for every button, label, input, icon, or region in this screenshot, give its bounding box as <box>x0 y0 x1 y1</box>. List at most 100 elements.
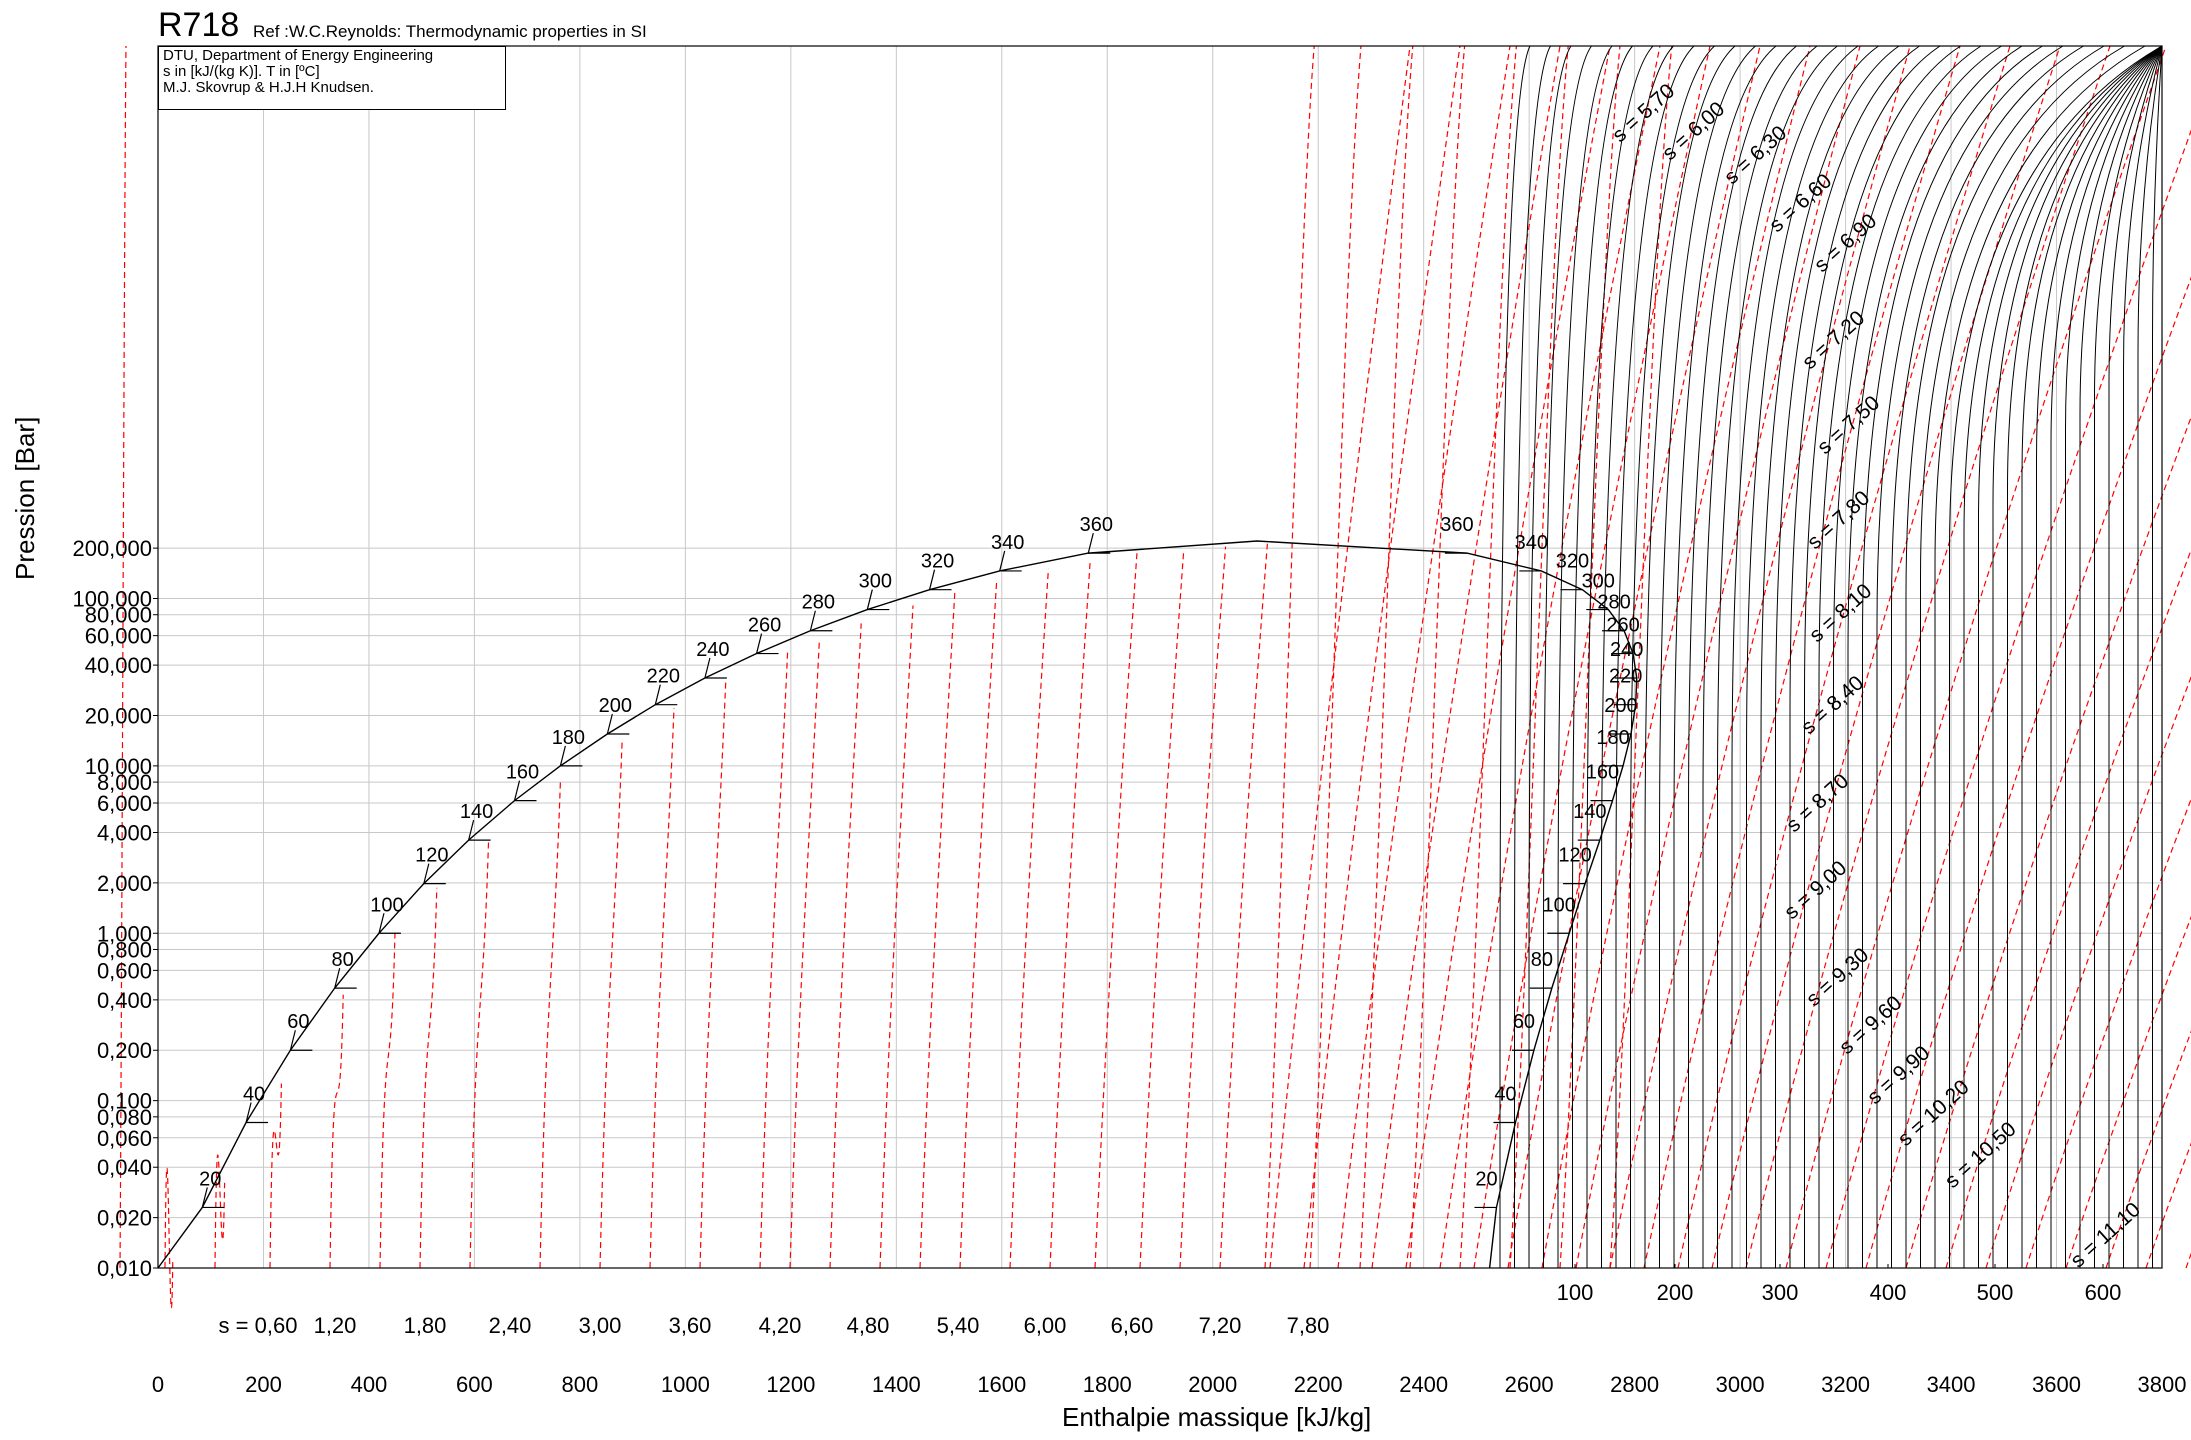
isotherm-line <box>1514 45 1551 1268</box>
temperature-label: 280 <box>1597 592 1630 614</box>
entropy-scale-label: 5,40 <box>937 1313 980 1338</box>
y-tick-label: 200,000 <box>72 536 152 561</box>
isotherm-line <box>1905 45 2105 1268</box>
isotherm-line <box>1702 45 1818 1268</box>
isentrope-label: s = 11,10 <box>2066 1198 2145 1272</box>
temperature-mark <box>606 713 613 735</box>
isotherm-line <box>1876 45 2064 1268</box>
x-tick-label: 3400 <box>1927 1372 1976 1397</box>
isentrope-line <box>1439 45 1661 1269</box>
isotherm-line <box>1499 45 1531 1268</box>
x-tick-label: 1000 <box>661 1372 710 1397</box>
isotherm-line <box>1920 45 2125 1268</box>
isentrope-label: s = 6,60 <box>1765 169 1836 236</box>
isotherm-line <box>2021 45 2163 1268</box>
isotherm-line <box>1833 45 2002 1268</box>
temperature-label: 160 <box>1586 762 1619 784</box>
isotherm-line <box>1760 45 1900 1268</box>
y-tick-label: 20,000 <box>85 703 152 728</box>
temperature-label: 260 <box>748 615 781 637</box>
y-tick-label: 4,000 <box>97 820 152 845</box>
temperature-label: 60 <box>287 1011 309 1033</box>
isentrope-line <box>1825 129 2191 1269</box>
isentrope-line <box>1269 45 1411 1269</box>
isotherm-line <box>1630 45 1715 1268</box>
isotherm-line <box>1673 45 1777 1268</box>
isentrope-line <box>1643 45 1961 1269</box>
entropy-scale-label: 3,00 <box>579 1313 622 1338</box>
superheat-scale-label: 100 <box>1557 1280 1594 1305</box>
isotherm-line <box>1615 45 1695 1268</box>
temperature-label: 260 <box>1606 615 1639 637</box>
entropy-scale-label: 2,40 <box>489 1313 532 1338</box>
entropy-scale-label: 1,20 <box>314 1313 357 1338</box>
isentrope-line <box>1264 45 1315 1269</box>
temperature-label: 220 <box>647 666 680 688</box>
isotherm-line <box>2108 45 2163 1268</box>
temperature-label: 180 <box>1596 727 1629 749</box>
isotherm-line <box>1557 45 1613 1268</box>
y-tick-label: 0,100 <box>97 1089 152 1114</box>
isotherm-line <box>1847 45 2023 1268</box>
y-tick-label: 40,000 <box>85 653 152 678</box>
isotherm-line <box>2050 45 2163 1268</box>
temperature-label: 240 <box>696 639 729 661</box>
temperature-mark <box>928 569 936 590</box>
isentrope-line <box>1009 568 1049 1269</box>
isotherm-line <box>1949 45 2163 1268</box>
temperature-mark <box>468 819 475 841</box>
isotherm-line <box>1644 45 1736 1268</box>
isentrope-line <box>1559 45 1621 1269</box>
chart-title: R718 <box>158 6 240 44</box>
temperature-mark <box>704 657 711 679</box>
isotherm-line <box>1818 45 1982 1268</box>
isentrope-line <box>1905 415 2191 1269</box>
y-tick-label: 1,000 <box>97 921 152 946</box>
isentrope-line <box>1711 45 2061 1269</box>
isotherm-line <box>1688 45 1797 1268</box>
isentrope-line <box>1094 552 1138 1269</box>
temperature-label: 20 <box>1475 1168 1497 1190</box>
x-tick-label: 3600 <box>2032 1372 2081 1397</box>
entropy-scale-label: 7,20 <box>1199 1313 1242 1338</box>
isotherm-line <box>2123 45 2163 1268</box>
temperature-mark <box>866 589 873 610</box>
y-tick-label: 100,000 <box>72 587 152 612</box>
isotherm-line <box>1862 45 2043 1268</box>
isotherm-line <box>1978 45 2163 1268</box>
isotherm-line <box>1804 45 1961 1268</box>
entropy-scale-label: 4,80 <box>847 1313 890 1338</box>
temperature-label: 80 <box>332 949 354 971</box>
info-box: DTU, Department of Energy Engineering s … <box>158 46 506 110</box>
temperature-mark <box>654 684 661 705</box>
isentrope-line <box>959 581 998 1269</box>
isentrope-line <box>329 994 344 1269</box>
y-tick-label: 0,400 <box>97 988 152 1013</box>
x-tick-label: 2800 <box>1610 1372 1659 1397</box>
temperature-label: 300 <box>859 571 892 593</box>
y-tick-label: 2,000 <box>97 871 152 896</box>
temperature-mark <box>378 913 385 934</box>
info-line: DTU, Department of Energy Engineering <box>163 47 434 64</box>
saturation-curve <box>157 540 1638 1269</box>
isentrope-label: s = 6,30 <box>1720 121 1791 188</box>
isentrope-line <box>1785 45 2167 1269</box>
x-tick-label: 400 <box>351 1372 388 1397</box>
temperature-mark <box>334 967 341 989</box>
isentrope-line <box>1219 543 1268 1269</box>
superheat-scale-label: 400 <box>1870 1280 1907 1305</box>
isentrope-line <box>1985 675 2191 1269</box>
isentrope-line <box>1609 45 1673 1269</box>
isentrope-line <box>419 887 438 1269</box>
superheat-scale-label: 200 <box>1657 1280 1694 1305</box>
temperature-label: 240 <box>1610 639 1643 661</box>
temperature-label: 360 <box>1440 514 1473 536</box>
temperature-label: 320 <box>921 551 954 573</box>
y-tick-label: 0,600 <box>97 958 152 983</box>
isentrope-line <box>789 639 820 1269</box>
isotherm-line <box>2094 45 2163 1268</box>
y-tick-label: 0,040 <box>97 1155 152 1180</box>
isotherm-line <box>1543 45 1592 1268</box>
isentrope-line <box>1507 45 1761 1269</box>
